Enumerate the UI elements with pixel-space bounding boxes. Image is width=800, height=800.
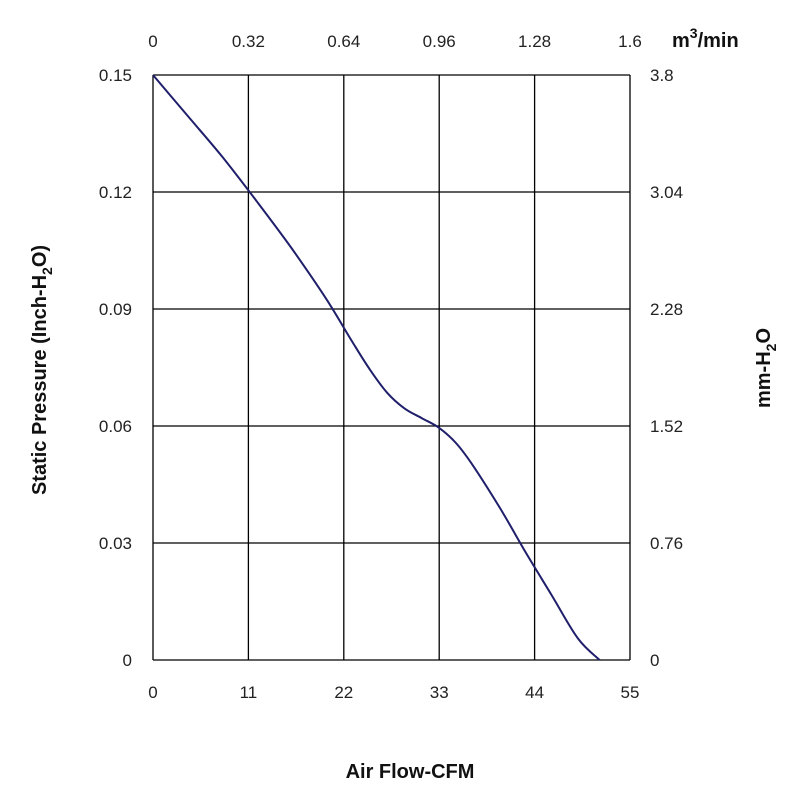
y-title-suffix: O) [29, 245, 51, 267]
y-title-subscript: 2 [39, 267, 55, 275]
y-right-tick-label: 0.76 [650, 534, 683, 553]
x-top-unit-base: m [672, 30, 690, 52]
x-top-tick-label: 1.28 [518, 32, 551, 51]
y-tick-label: 0.09 [99, 300, 132, 319]
x-top-unit-exponent: 3 [690, 25, 698, 41]
x-tick-label: 44 [525, 683, 544, 702]
y-right-tick-label: 0 [650, 651, 659, 670]
tick-labels: 0 11 22 33 44 55 0 0.32 0.64 0.96 1.28 1.6 0 0.03 0.06… [99, 32, 683, 702]
y-tick-label: 0.15 [99, 66, 132, 85]
x-tick-label: 55 [621, 683, 640, 702]
x-top-unit-suffix: /min [698, 30, 739, 52]
series-layer [152, 74, 601, 661]
y-right-tick-label: 1.52 [650, 417, 683, 436]
y-title-base: Static Pressure (Inch-H [29, 275, 51, 495]
x-top-tick-label: 0 [148, 32, 157, 51]
y-right-tick-label: 3.8 [650, 66, 674, 85]
y-right-title-suffix: O [753, 328, 775, 344]
x-tick-label: 22 [334, 683, 353, 702]
y-right-title-base: mm-H [753, 351, 775, 408]
x-top-tick-label: 0.32 [232, 32, 265, 51]
y-tick-label: 0.12 [99, 183, 132, 202]
pressure-curve [152, 74, 601, 661]
y-right-axis-title: mm-H2O [753, 328, 779, 408]
grid-layer [152, 74, 631, 661]
x-top-tick-label: 0.64 [327, 32, 360, 51]
y-tick-label: 0.03 [99, 534, 132, 553]
y-right-tick-label: 3.04 [650, 183, 683, 202]
x-top-tick-label: 1.6 [618, 32, 642, 51]
x-tick-label: 11 [240, 683, 258, 702]
x-axis-title: Air Flow-CFM [346, 761, 475, 783]
x-top-tick-label: 0.96 [423, 32, 456, 51]
y-axis-title: Static Pressure (Inch-H2O) [29, 245, 55, 495]
y-tick-label: 0.06 [99, 417, 132, 436]
x-tick-label: 33 [430, 683, 449, 702]
y-right-title-subscript: 2 [763, 343, 779, 351]
y-tick-label: 0 [123, 651, 132, 670]
x-top-axis-unit: m3/min [672, 25, 739, 52]
x-tick-label: 0 [148, 683, 157, 702]
y-right-tick-label: 2.28 [650, 300, 683, 319]
